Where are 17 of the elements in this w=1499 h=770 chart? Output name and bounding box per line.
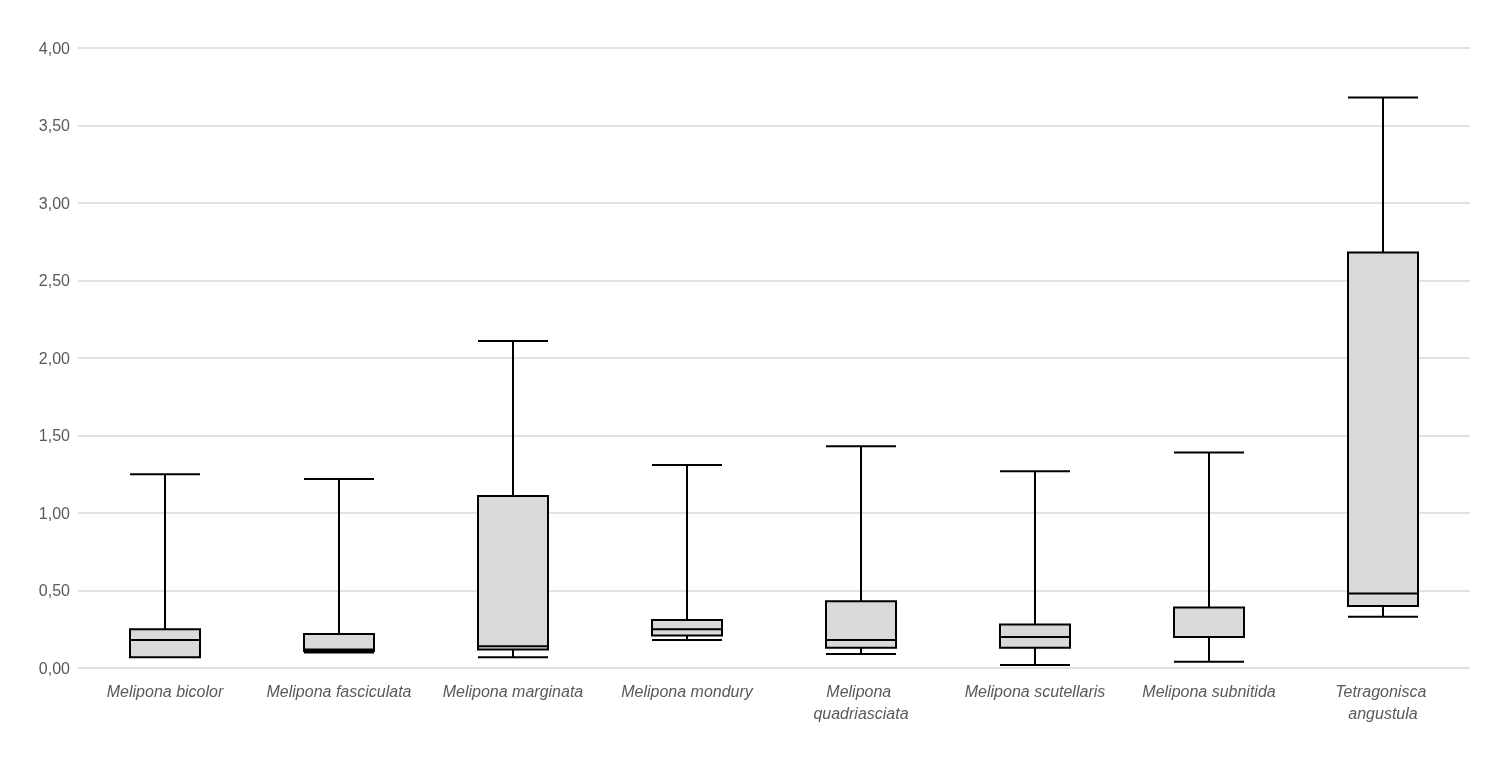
y-tick-label: 2,50 (38, 272, 71, 289)
x-tick-label: Melipona quadriasciata (813, 682, 909, 722)
x-tick-label: Melipona mondury (621, 682, 754, 700)
x-tick-label: Melipona bicolor (106, 682, 224, 700)
x-tick-label: Tetragonisca angustula (1335, 682, 1431, 722)
y-tick-label: 4,00 (38, 39, 71, 57)
x-tick-label: Melipona scutellaris (964, 682, 1106, 700)
y-tick-label: 3,50 (38, 117, 71, 134)
y-tick-label: 1,50 (38, 427, 71, 444)
y-tick-label: 0,50 (38, 582, 71, 599)
y-tick-label: 3,00 (38, 194, 71, 212)
x-tick-label: Melipona marginata (442, 682, 584, 700)
y-tick-label: 0,00 (38, 659, 71, 677)
x-tick-label: Melipona subnitida (1142, 682, 1276, 700)
x-tick-label: Melipona fasciculata (266, 682, 412, 700)
y-tick-label: 1,00 (38, 504, 71, 522)
y-tick-label: 2,00 (38, 349, 71, 367)
